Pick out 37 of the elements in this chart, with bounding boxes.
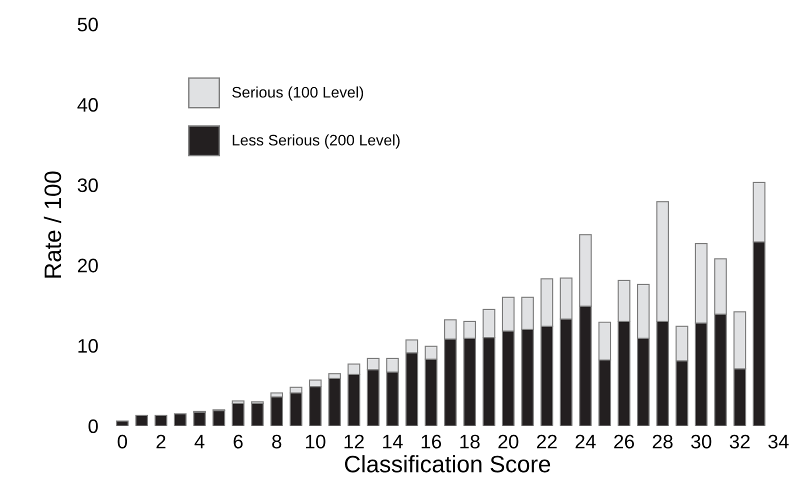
x-tick-label: 34 [768,434,789,448]
x-tick-label: 0 [118,434,128,448]
y-tick-label: 50 [78,18,98,32]
x-tick-label: 26 [614,434,634,448]
x-tick-label: 22 [537,434,557,448]
bar [174,413,187,426]
x-tick-label: 12 [344,434,364,448]
x-axis-title: Classification Score [345,455,550,472]
bar [270,396,284,426]
x-tick-label: 14 [383,434,403,448]
bar [116,420,129,426]
y-tick-label: 30 [78,178,98,192]
x-tick-label: 32 [730,434,750,448]
x-tick-label: 8 [272,434,282,448]
bar [251,402,264,426]
x-tick-label: 30 [691,434,712,448]
x-tick-label: 2 [156,434,166,448]
y-tick-label: 0 [88,419,98,434]
y-tick-label: 10 [78,339,98,353]
bar [135,414,148,426]
bar [154,414,168,426]
bar [212,410,226,426]
x-tick-label: 4 [194,434,204,448]
y-tick-label: 20 [78,258,98,272]
y-axis-title: Rate / 100 [44,171,62,278]
x-tick-label: 24 [576,434,596,448]
x-tick-label: 20 [498,434,518,448]
x-tick-label: 6 [234,434,243,448]
x-tick-label: 10 [306,434,326,448]
bar [193,412,206,426]
legend-label: Less Serious (200 Level) [232,134,400,149]
legend-label: Serious (100 Level) [232,86,364,101]
x-tick-label: 28 [652,434,673,448]
bar [232,402,244,426]
x-tick-label: 16 [422,434,442,448]
x-tick-label: 18 [460,434,480,448]
y-tick-label: 40 [77,98,98,112]
